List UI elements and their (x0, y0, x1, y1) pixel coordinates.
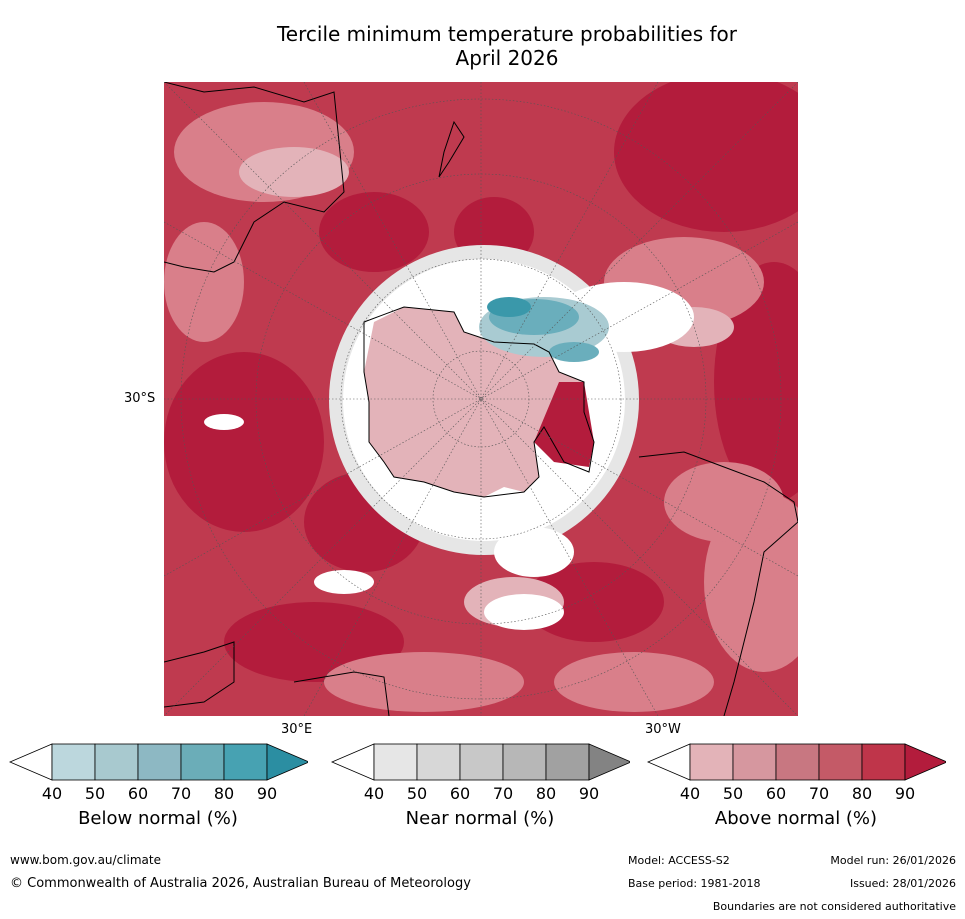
colorbar-extend-low (8, 743, 53, 781)
colorbar-swatch (775, 743, 820, 781)
colorbar-tick-label: 90 (578, 784, 600, 803)
copyright-notice: © Commonwealth of Australia 2026, Austra… (10, 876, 471, 891)
colorbar-tick-label: 80 (851, 784, 873, 803)
above-normal-colorbar: Above normal (%) 40 50 60 70 80 90 (646, 742, 946, 852)
colorbar-tick-label: 90 (894, 784, 916, 803)
colorbar-extend-high (904, 743, 946, 781)
colorbar-tick-label: 80 (535, 784, 557, 803)
map-canvas (163, 72, 834, 717)
colorbar-extend-low (330, 743, 375, 781)
issued-date: Issued: 28/01/2026 (849, 877, 956, 890)
colorbar-tick-label: 70 (808, 784, 830, 803)
colorbar-tick-label: 70 (170, 784, 192, 803)
chart-title-line-2: April 2026 (455, 46, 559, 70)
colorbar-tick-label: 50 (722, 784, 744, 803)
below-normal-area (479, 297, 609, 362)
boundaries-disclaimer: Boundaries are not considered authoritat… (712, 900, 956, 913)
colorbar-swatch (502, 743, 547, 781)
colorbar-swatch (94, 743, 139, 781)
colorbar-swatch (732, 743, 777, 781)
model-name: Model: ACCESS-S2 (628, 854, 730, 867)
colorbar-swatch (137, 743, 182, 781)
colorbar-swatch (689, 743, 734, 781)
near-normal-colorbar: Near normal (%) 40 50 60 70 80 90 (330, 742, 630, 852)
colorbar-swatch (51, 743, 96, 781)
map-graticule (163, 81, 799, 717)
colorbar-tick-label: 60 (127, 784, 149, 803)
colorbar-swatch (416, 743, 461, 781)
colorbar-tick-label: 60 (765, 784, 787, 803)
near-normal-colorbar-label: Near normal (%) (405, 808, 555, 829)
model-run-date: Model run: 26/01/2026 (830, 854, 956, 867)
colorbar-tick-label: 70 (492, 784, 514, 803)
colorbar-tick-label: 50 (406, 784, 428, 803)
chart-title-line-1: Tercile minimum temperature probabilitie… (276, 22, 738, 46)
colorbar-extend-high (588, 743, 630, 781)
above-normal-colorbar-swatches (646, 743, 946, 781)
below-normal-colorbar-swatches (8, 743, 308, 781)
colorbar-tick-label: 60 (449, 784, 471, 803)
colorbar-tick-label: 40 (679, 784, 701, 803)
colorbar-swatch (223, 743, 268, 781)
colorbar-swatch (180, 743, 225, 781)
base-period: Base period: 1981-2018 (628, 877, 761, 890)
colorbar-extend-low (646, 743, 691, 781)
latitude-label-30s: 30°S (124, 391, 156, 406)
colorbar-tick-label: 90 (256, 784, 278, 803)
near-normal-colorbar-swatches (330, 743, 630, 781)
longitude-label-30w: 30°W (645, 722, 681, 737)
colorbar-swatch (818, 743, 863, 781)
peninsula-high-probability (534, 382, 594, 467)
colorbar-tick-label: 40 (41, 784, 63, 803)
colorbar-swatch (459, 743, 504, 781)
website-url: www.bom.gov.au/climate (10, 853, 161, 867)
longitude-label-30e: 30°E (281, 722, 313, 737)
colorbar-swatch (545, 743, 590, 781)
below-normal-colorbar: Below normal (%) 40 50 60 70 80 90 (8, 742, 308, 852)
colorbar-extend-high (266, 743, 308, 781)
colorbar-tick-label: 40 (363, 784, 385, 803)
above-normal-colorbar-label: Above normal (%) (714, 808, 878, 829)
polar-probability-map (163, 72, 834, 717)
colorbar-tick-label: 80 (213, 784, 235, 803)
below-normal-colorbar-label: Below normal (%) (78, 808, 238, 829)
colorbar-swatch (861, 743, 906, 781)
colorbar-tick-label: 50 (84, 784, 106, 803)
colorbar-swatch (373, 743, 418, 781)
